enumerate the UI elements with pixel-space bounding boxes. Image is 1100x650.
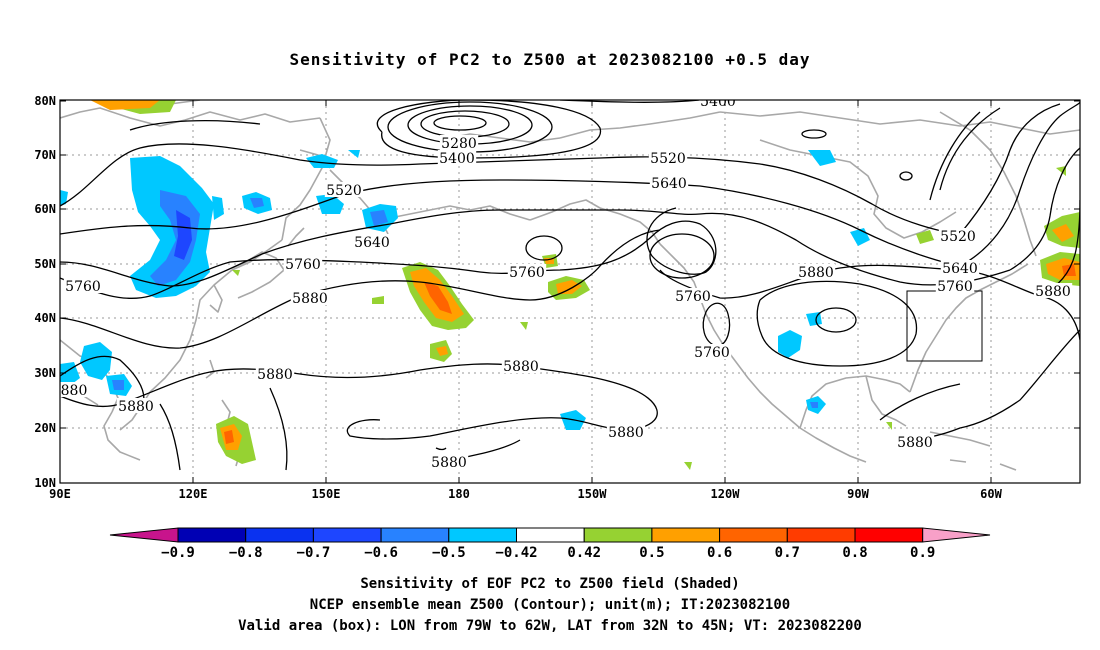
lon-tick-label: 150E	[312, 487, 341, 501]
contour-label: 5880	[608, 425, 644, 441]
contour-label: 5880	[1035, 284, 1071, 300]
lat-tick-label: 60N	[34, 202, 56, 216]
contour-label: 5880	[503, 359, 539, 375]
lat-tick-label: 30N	[34, 366, 56, 380]
colorbar: −0.9 −0.8 −0.7 −0.6 −0.5 −0.42 0.42 0.5 0.6 0.7 0.…	[109, 527, 991, 561]
colorbar-swatch	[516, 527, 585, 543]
lat-tick-label: 80N	[34, 94, 56, 108]
contour-label: 5880	[431, 455, 467, 471]
map-title: Sensitivity of PC2 to Z500 at 2023082100…	[289, 50, 811, 69]
shade-blue-outer	[130, 156, 214, 298]
colorbar-swatch	[380, 527, 450, 543]
caption-line-2: NCEP ensemble mean Z500 (Contour); unit(…	[309, 597, 791, 613]
colorbar-swatch	[448, 527, 517, 543]
latitude-labels: 80N 70N 60N 50N 40N 30N 20N 10N	[34, 94, 56, 490]
lat-tick-label: 70N	[34, 148, 56, 162]
lat-tick-label: 20N	[34, 421, 56, 435]
sensitivity-shading	[60, 100, 1080, 470]
contour-label: 5880	[897, 435, 933, 451]
lon-tick-label: 90E	[49, 487, 71, 501]
contour-label: 5400	[439, 151, 475, 167]
contour-label: 5760	[694, 345, 730, 361]
contour-label: 5760	[675, 289, 711, 305]
lat-tick-label: 10N	[34, 476, 56, 490]
lat-tick-label: 50N	[34, 257, 56, 271]
colorbar-label: 0.42	[567, 545, 601, 561]
contour-label: 5760	[285, 257, 321, 273]
colorbar-label: −0.42	[495, 545, 537, 561]
colorbar-label: −0.5	[432, 545, 466, 561]
caption-line-1: Sensitivity of EOF PC2 to Z500 field (Sh…	[360, 576, 740, 592]
contour-label: 5640	[354, 235, 390, 251]
contour-label: 5760	[937, 279, 973, 295]
shade-blue-deep	[174, 210, 192, 260]
colorbar-swatch	[177, 527, 247, 543]
colorbar-swatch	[651, 527, 721, 543]
contour-label: 5640	[942, 261, 978, 277]
colorbar-swatch	[854, 527, 924, 543]
colorbar-swatch	[719, 527, 788, 543]
contour-labels: 5400528054005520552056405640576057605760…	[60, 94, 1073, 471]
contour-label: 5520	[940, 229, 976, 245]
lon-tick-label: 150W	[578, 487, 608, 501]
contour-label: 5760	[65, 279, 101, 295]
lon-tick-label: 180	[448, 487, 470, 501]
colorbar-swatch	[245, 527, 314, 543]
contour-label: 5280	[441, 136, 477, 152]
colorbar-swatch	[583, 527, 653, 543]
lon-tick-label: 120E	[179, 487, 208, 501]
contour-label: 5520	[650, 151, 686, 167]
lon-tick-label: 60W	[980, 487, 1002, 501]
contour-label: 880	[61, 383, 88, 399]
contour-label: 5400	[700, 94, 736, 110]
colorbar-swatch	[312, 527, 382, 543]
contour-label: 5640	[651, 176, 687, 192]
colorbar-label: −0.7	[297, 545, 331, 561]
caption-line-3: Valid area (box): LON from 79W to 62W, L…	[238, 618, 862, 634]
shade-orange-deep	[424, 282, 452, 314]
lat-tick-label: 40N	[34, 311, 56, 325]
contour-label: 5520	[326, 183, 362, 199]
shade-blue-mid	[150, 190, 200, 286]
contour-label: 5880	[292, 291, 328, 307]
colorbar-swatch	[786, 527, 856, 543]
map-frame	[59, 99, 1081, 484]
colorbar-over-arrow	[922, 527, 991, 543]
valid-area-box	[906, 290, 983, 362]
contour-label: 5760	[509, 265, 545, 281]
contour-label: 5880	[118, 399, 154, 415]
colorbar-label: −0.6	[364, 545, 398, 561]
colorbar-label: −0.8	[229, 545, 263, 561]
colorbar-label: 0.7	[775, 545, 800, 561]
colorbar-under-arrow	[109, 527, 179, 543]
colorbar-label: −0.9	[161, 545, 195, 561]
colorbar-label: 0.9	[910, 545, 935, 561]
contour-label: 5880	[798, 265, 834, 281]
colorbar-label: 0.8	[842, 545, 867, 561]
lon-tick-label: 90W	[847, 487, 869, 501]
lon-tick-label: 120W	[711, 487, 741, 501]
longitude-labels: 90E 120E 150E 180 150W 120W 90W 60W	[49, 487, 1002, 501]
colorbar-label: 0.6	[707, 545, 732, 561]
colorbar-label: 0.5	[639, 545, 664, 561]
contour-label: 5880	[257, 367, 293, 383]
caption-block: Sensitivity of EOF PC2 to Z500 field (Sh…	[0, 574, 1100, 637]
